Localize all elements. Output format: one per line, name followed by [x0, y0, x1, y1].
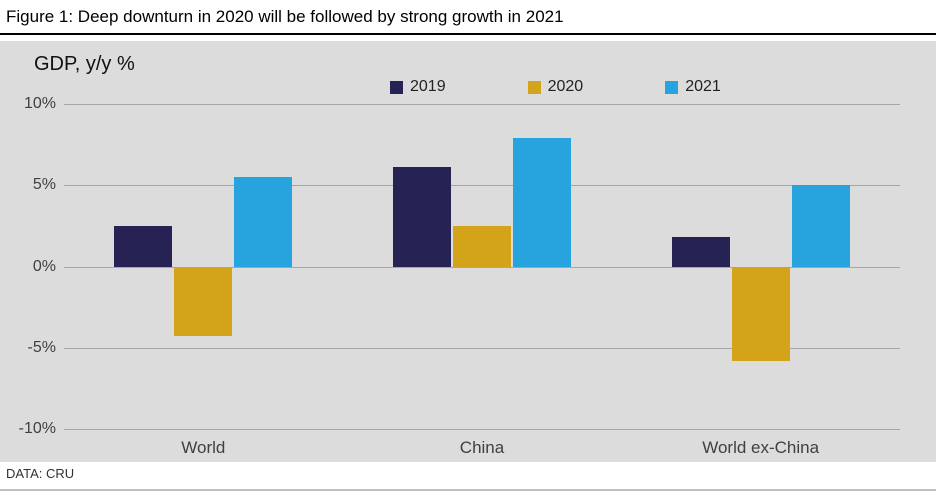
legend-swatch-2019: [390, 80, 403, 94]
source-note: DATA: CRU: [6, 466, 75, 481]
bar-2019-china: [393, 167, 451, 267]
y-tick-label: 0%: [32, 257, 56, 275]
plot-area: 10% 5% 0% -5% -10% World China World ex-China: [19, 95, 900, 457]
legend-swatch-2021: [665, 80, 679, 94]
axis-title: GDP, y/y %: [34, 53, 135, 75]
legend-item-2021: 2021: [665, 78, 721, 96]
legend-swatch-2020: [527, 80, 541, 94]
y-tick-label: 5%: [32, 176, 56, 194]
bar-2020-china: [453, 225, 511, 267]
bottom-divider: [0, 489, 936, 491]
x-category-label: World: [181, 438, 226, 457]
bar-2019-world: [114, 225, 173, 267]
gridline: [64, 347, 900, 349]
bar-2020-world: [174, 266, 233, 337]
y-tick-label: -10%: [18, 420, 56, 437]
chart-panel: GDP, y/y % 2019 2020 2021 10% 5% 0% -5% -10% Wo…: [0, 41, 936, 462]
gridline: [64, 104, 900, 105]
gridline: [64, 185, 900, 187]
bar-2019-world-ex-china: [671, 237, 730, 267]
legend-label: 2020: [547, 78, 584, 95]
bar-2021-world: [234, 177, 293, 267]
x-category-label: World ex-China: [702, 438, 820, 457]
title-bar: Figure 1: Deep downturn in 2020 will be …: [0, 0, 936, 35]
legend-item-2019: 2019: [390, 78, 446, 96]
y-tick-label: 10%: [23, 95, 56, 112]
legend-item-2020: 2020: [527, 78, 584, 96]
legend-label: 2021: [685, 78, 721, 95]
bar-2021-china: [513, 138, 571, 267]
figure-title: Figure 1: Deep downturn in 2020 will be …: [6, 6, 564, 26]
gridline: [64, 429, 900, 430]
x-category-label: China: [459, 438, 505, 457]
gridline: [64, 266, 900, 268]
legend-label: 2019: [410, 78, 446, 95]
legend: 2019 2020 2021: [390, 78, 721, 96]
bar-2021-world-ex-china: [791, 185, 850, 267]
y-tick-label: -5%: [27, 338, 56, 356]
bar-2020-world-ex-china: [731, 266, 790, 361]
